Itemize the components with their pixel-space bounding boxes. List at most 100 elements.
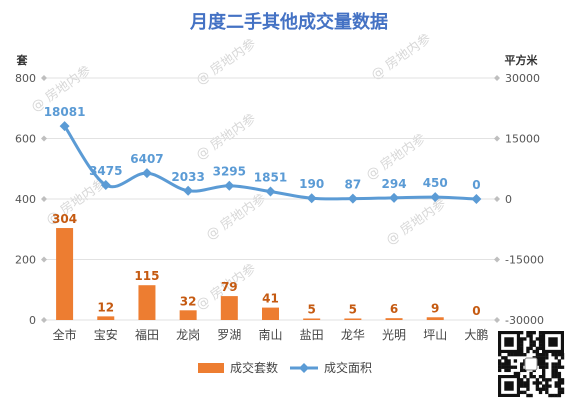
qr-module xyxy=(554,371,558,376)
bar xyxy=(344,318,362,320)
qr-module xyxy=(545,387,549,391)
qr-module xyxy=(523,353,527,357)
qr-module xyxy=(532,331,536,335)
qr-module xyxy=(557,365,562,369)
bar-data-label: 79 xyxy=(221,280,238,294)
qr-module xyxy=(520,340,524,344)
qr-module xyxy=(535,346,540,351)
qr-module xyxy=(529,337,533,341)
right-axis-tick-marker xyxy=(494,75,500,81)
qr-module xyxy=(560,353,565,357)
bar xyxy=(385,318,403,320)
qr-module xyxy=(529,331,533,335)
qr-module xyxy=(526,349,530,354)
qr-module xyxy=(507,353,511,357)
left-axis-ticks: 0 200 400 600 800 xyxy=(15,72,36,327)
qr-module xyxy=(520,378,524,382)
qr-module xyxy=(520,337,524,341)
qr-module xyxy=(504,362,508,366)
qr-module xyxy=(532,381,536,385)
qr-module xyxy=(504,359,508,363)
line-data-label: 190 xyxy=(299,177,324,191)
left-axis-tick-marker xyxy=(41,196,47,202)
qr-module xyxy=(560,356,565,360)
right-axis-tick-marker xyxy=(494,256,500,263)
qr-module xyxy=(560,387,565,391)
line-point xyxy=(100,179,111,190)
qr-module xyxy=(538,390,543,395)
bar-data-labels: 304 12 115 32 79 41 5 5 6 9 0 xyxy=(52,212,481,318)
qr-module xyxy=(520,368,524,373)
qr-finder-inner xyxy=(504,381,514,391)
qr-module xyxy=(545,365,549,369)
bar xyxy=(56,228,74,320)
line-data-labels: 18081 3475 6407 2033 3295 1851 190 87 294 450 0 xyxy=(44,105,481,192)
qr-module xyxy=(498,368,502,373)
bar-data-label: 0 xyxy=(472,304,480,318)
qr-module xyxy=(557,375,562,379)
bar-data-label: 5 xyxy=(349,302,357,316)
category-axis-labels: 全市 宝安 福田 龙岗 罗湖 南山 盐田 龙华 光明 坪山 大鹏 xyxy=(53,327,489,342)
qr-module xyxy=(538,346,543,351)
right-axis-tick-marker xyxy=(494,135,500,142)
qr-module xyxy=(554,368,558,373)
qr-module xyxy=(542,353,546,357)
qr-module xyxy=(560,378,565,382)
qr-module xyxy=(557,371,562,376)
line-data-label: 450 xyxy=(423,176,448,190)
bar-data-label: 6 xyxy=(390,302,398,316)
category-label: 坪山 xyxy=(423,328,447,342)
qr-module xyxy=(520,362,524,366)
qr-module xyxy=(529,343,533,347)
qr-module xyxy=(520,381,524,385)
legend-line-label: 成交面积 xyxy=(324,360,372,375)
qr-module xyxy=(526,393,530,398)
qr-module xyxy=(520,349,524,354)
qr-module xyxy=(535,353,540,357)
qr-module xyxy=(526,334,530,338)
qr-module xyxy=(520,390,524,395)
line-point xyxy=(141,168,152,179)
left-axis-tick-marker xyxy=(41,317,47,323)
gridlines xyxy=(41,75,500,323)
category-label: 全市 xyxy=(53,327,77,342)
qr-module xyxy=(560,365,565,369)
qr-module xyxy=(513,365,518,369)
qr-module xyxy=(554,362,558,366)
qr-module xyxy=(548,384,552,388)
watermark-text: @ 房地内参 xyxy=(203,191,269,244)
left-axis-tick-label: 800 xyxy=(15,72,36,85)
qr-module xyxy=(520,384,524,388)
right-axis-tick-marker xyxy=(494,317,500,323)
qr-module xyxy=(526,346,530,351)
qr-module xyxy=(523,337,527,341)
bar xyxy=(97,316,115,320)
right-axis-tick-label: -15000 xyxy=(505,254,544,267)
qr-module xyxy=(532,349,536,354)
qr-module xyxy=(538,387,543,391)
bar xyxy=(303,318,321,320)
qr-module xyxy=(542,365,546,369)
legend-bar-label: 成交套数 xyxy=(230,360,278,375)
qr-module xyxy=(538,356,543,360)
qr-finder-inner xyxy=(504,337,514,347)
bar-data-label: 115 xyxy=(134,269,159,283)
qr-module xyxy=(520,346,524,351)
qr-finder-inner xyxy=(548,337,558,347)
qr-module xyxy=(542,378,546,382)
bar xyxy=(426,317,444,320)
qr-module xyxy=(545,353,549,357)
line-data-label: 2033 xyxy=(171,170,204,184)
category-label: 光明 xyxy=(382,328,406,342)
line-point xyxy=(430,192,441,203)
legend-line-marker xyxy=(299,363,309,373)
qr-module xyxy=(557,393,562,398)
qr-module xyxy=(557,390,562,395)
qr-logo xyxy=(524,357,538,371)
qr-module xyxy=(532,375,536,379)
qr-module xyxy=(545,390,549,395)
qr-module xyxy=(523,368,527,373)
qr-module xyxy=(557,353,562,357)
qr-module xyxy=(538,343,543,347)
